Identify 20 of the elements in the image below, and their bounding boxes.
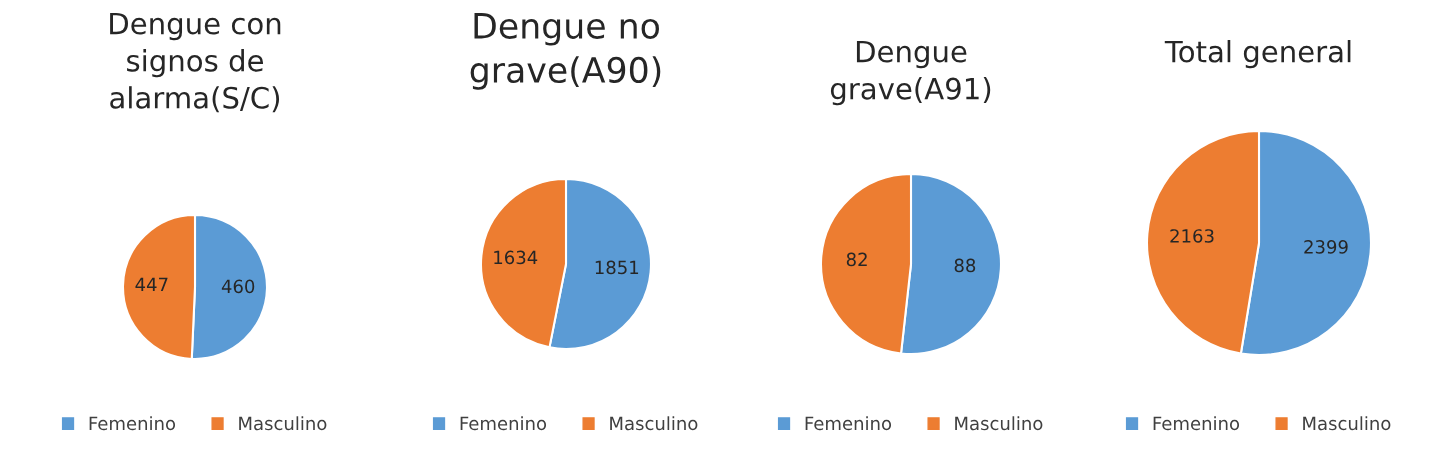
- legend-label: Masculino: [239, 416, 327, 431]
- data-label: 82: [846, 252, 867, 267]
- legend-label: Femenino: [89, 416, 176, 431]
- data-label: 2163: [1170, 229, 1214, 243]
- legend-label: Femenino: [1153, 416, 1240, 431]
- data-label: 447: [135, 277, 168, 292]
- legend-label: Masculino: [955, 416, 1043, 431]
- legend-label: Masculino: [1303, 416, 1391, 431]
- data-label: 460: [221, 279, 255, 294]
- data-label: 2399: [1304, 240, 1348, 254]
- data-label: 88: [954, 258, 976, 273]
- chart-title: Dengue grave(A91): [830, 40, 991, 106]
- chart-title: Total general: [1164, 40, 1351, 69]
- chart-title: Dengue no grave(A90): [470, 13, 661, 90]
- chart-title: Dengue con signos de alarma(S/C): [110, 12, 281, 113]
- data-label: 1634: [494, 250, 538, 265]
- legend-label: Femenino: [460, 416, 547, 431]
- data-label: 1851: [595, 260, 639, 275]
- legend-label: Femenino: [805, 416, 892, 431]
- legend-label: Masculino: [610, 416, 698, 431]
